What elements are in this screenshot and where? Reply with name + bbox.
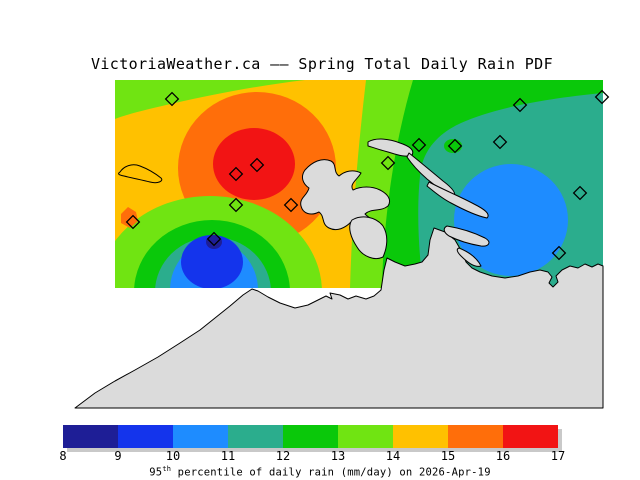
colorbar-segment-5 <box>338 425 393 448</box>
station-diamond-icon <box>512 97 528 113</box>
bay-finger-water-3 <box>456 247 482 267</box>
station-markers <box>125 89 610 261</box>
station-diamond-icon <box>447 138 463 154</box>
station-diamond-icon <box>492 134 508 150</box>
caption-superscript: th <box>162 465 172 473</box>
lake-outline <box>118 164 163 184</box>
colorbar-tick-label: 14 <box>385 449 401 463</box>
colorbar-segment-0 <box>63 425 118 448</box>
colorbar-tick-label: 17 <box>550 449 566 463</box>
colorbar-tick-label: 10 <box>165 449 181 463</box>
colorbar-segment-6 <box>393 425 448 448</box>
contour-royalblue-low-core <box>181 235 243 288</box>
contour-red-high-core <box>213 128 295 200</box>
colorbar-tick-label: 13 <box>330 449 346 463</box>
colorbar-tick-label: 9 <box>114 449 122 463</box>
station-diamond-icon <box>283 197 299 213</box>
harbour-water-south-lobe <box>349 216 388 260</box>
contour-navy-low-dot <box>206 235 222 249</box>
colorbar-segment-8 <box>503 425 558 448</box>
station-diamond-icon <box>249 157 265 173</box>
station-diamond-icon <box>164 91 180 107</box>
colorbar-tick-label: 11 <box>220 449 236 463</box>
colorbar-tick-label: 15 <box>440 449 456 463</box>
station-diamond-icon <box>572 185 588 201</box>
contour-field <box>115 80 603 288</box>
station-diamond-icon <box>206 231 222 247</box>
station-diamond-icon <box>594 89 610 105</box>
bay-finger-water-2 <box>443 225 490 247</box>
station-diamond-icon <box>380 155 396 171</box>
page-title: VictoriaWeather.ca —— Spring Total Daily… <box>90 55 554 73</box>
colorbar-segment-7 <box>448 425 503 448</box>
contour-lightgreen-northwest <box>115 80 305 119</box>
colorbar-tick-label: 8 <box>59 449 67 463</box>
bay-finger-water-1 <box>426 181 489 219</box>
contour-orange-spot-west <box>121 207 138 228</box>
strait-water <box>74 227 604 409</box>
colorbar-segment-2 <box>173 425 228 448</box>
station-diamond-icon <box>125 214 141 230</box>
harbour-water <box>300 159 391 231</box>
station-diamond-icon <box>551 245 567 261</box>
colorbar-segment-3 <box>228 425 283 448</box>
contour-blue-low-east <box>454 164 568 276</box>
water-layer <box>74 138 604 409</box>
colorbar-ticks: 8 9 10 11 12 13 14 15 16 17 <box>59 449 565 464</box>
colorbar: 8 9 10 11 12 13 14 15 16 17 95th percentile of da… <box>59 425 565 479</box>
station-diamond-icon <box>228 197 244 213</box>
station-diamond-icon <box>228 166 244 182</box>
caption-number: 95 <box>149 466 163 479</box>
station-diamond-icon <box>411 137 427 153</box>
colorbar-tick-label: 16 <box>495 449 511 463</box>
colorbar-segment-4 <box>283 425 338 448</box>
colorbar-gradient <box>63 425 558 448</box>
colorbar-tick-label: 12 <box>275 449 291 463</box>
colorbar-caption: 95th percentile of daily rain (mm/day) o… <box>0 465 640 479</box>
colorbar-segment-1 <box>118 425 173 448</box>
caption-text: percentile of daily rain (mm/day) on 202… <box>171 466 491 479</box>
